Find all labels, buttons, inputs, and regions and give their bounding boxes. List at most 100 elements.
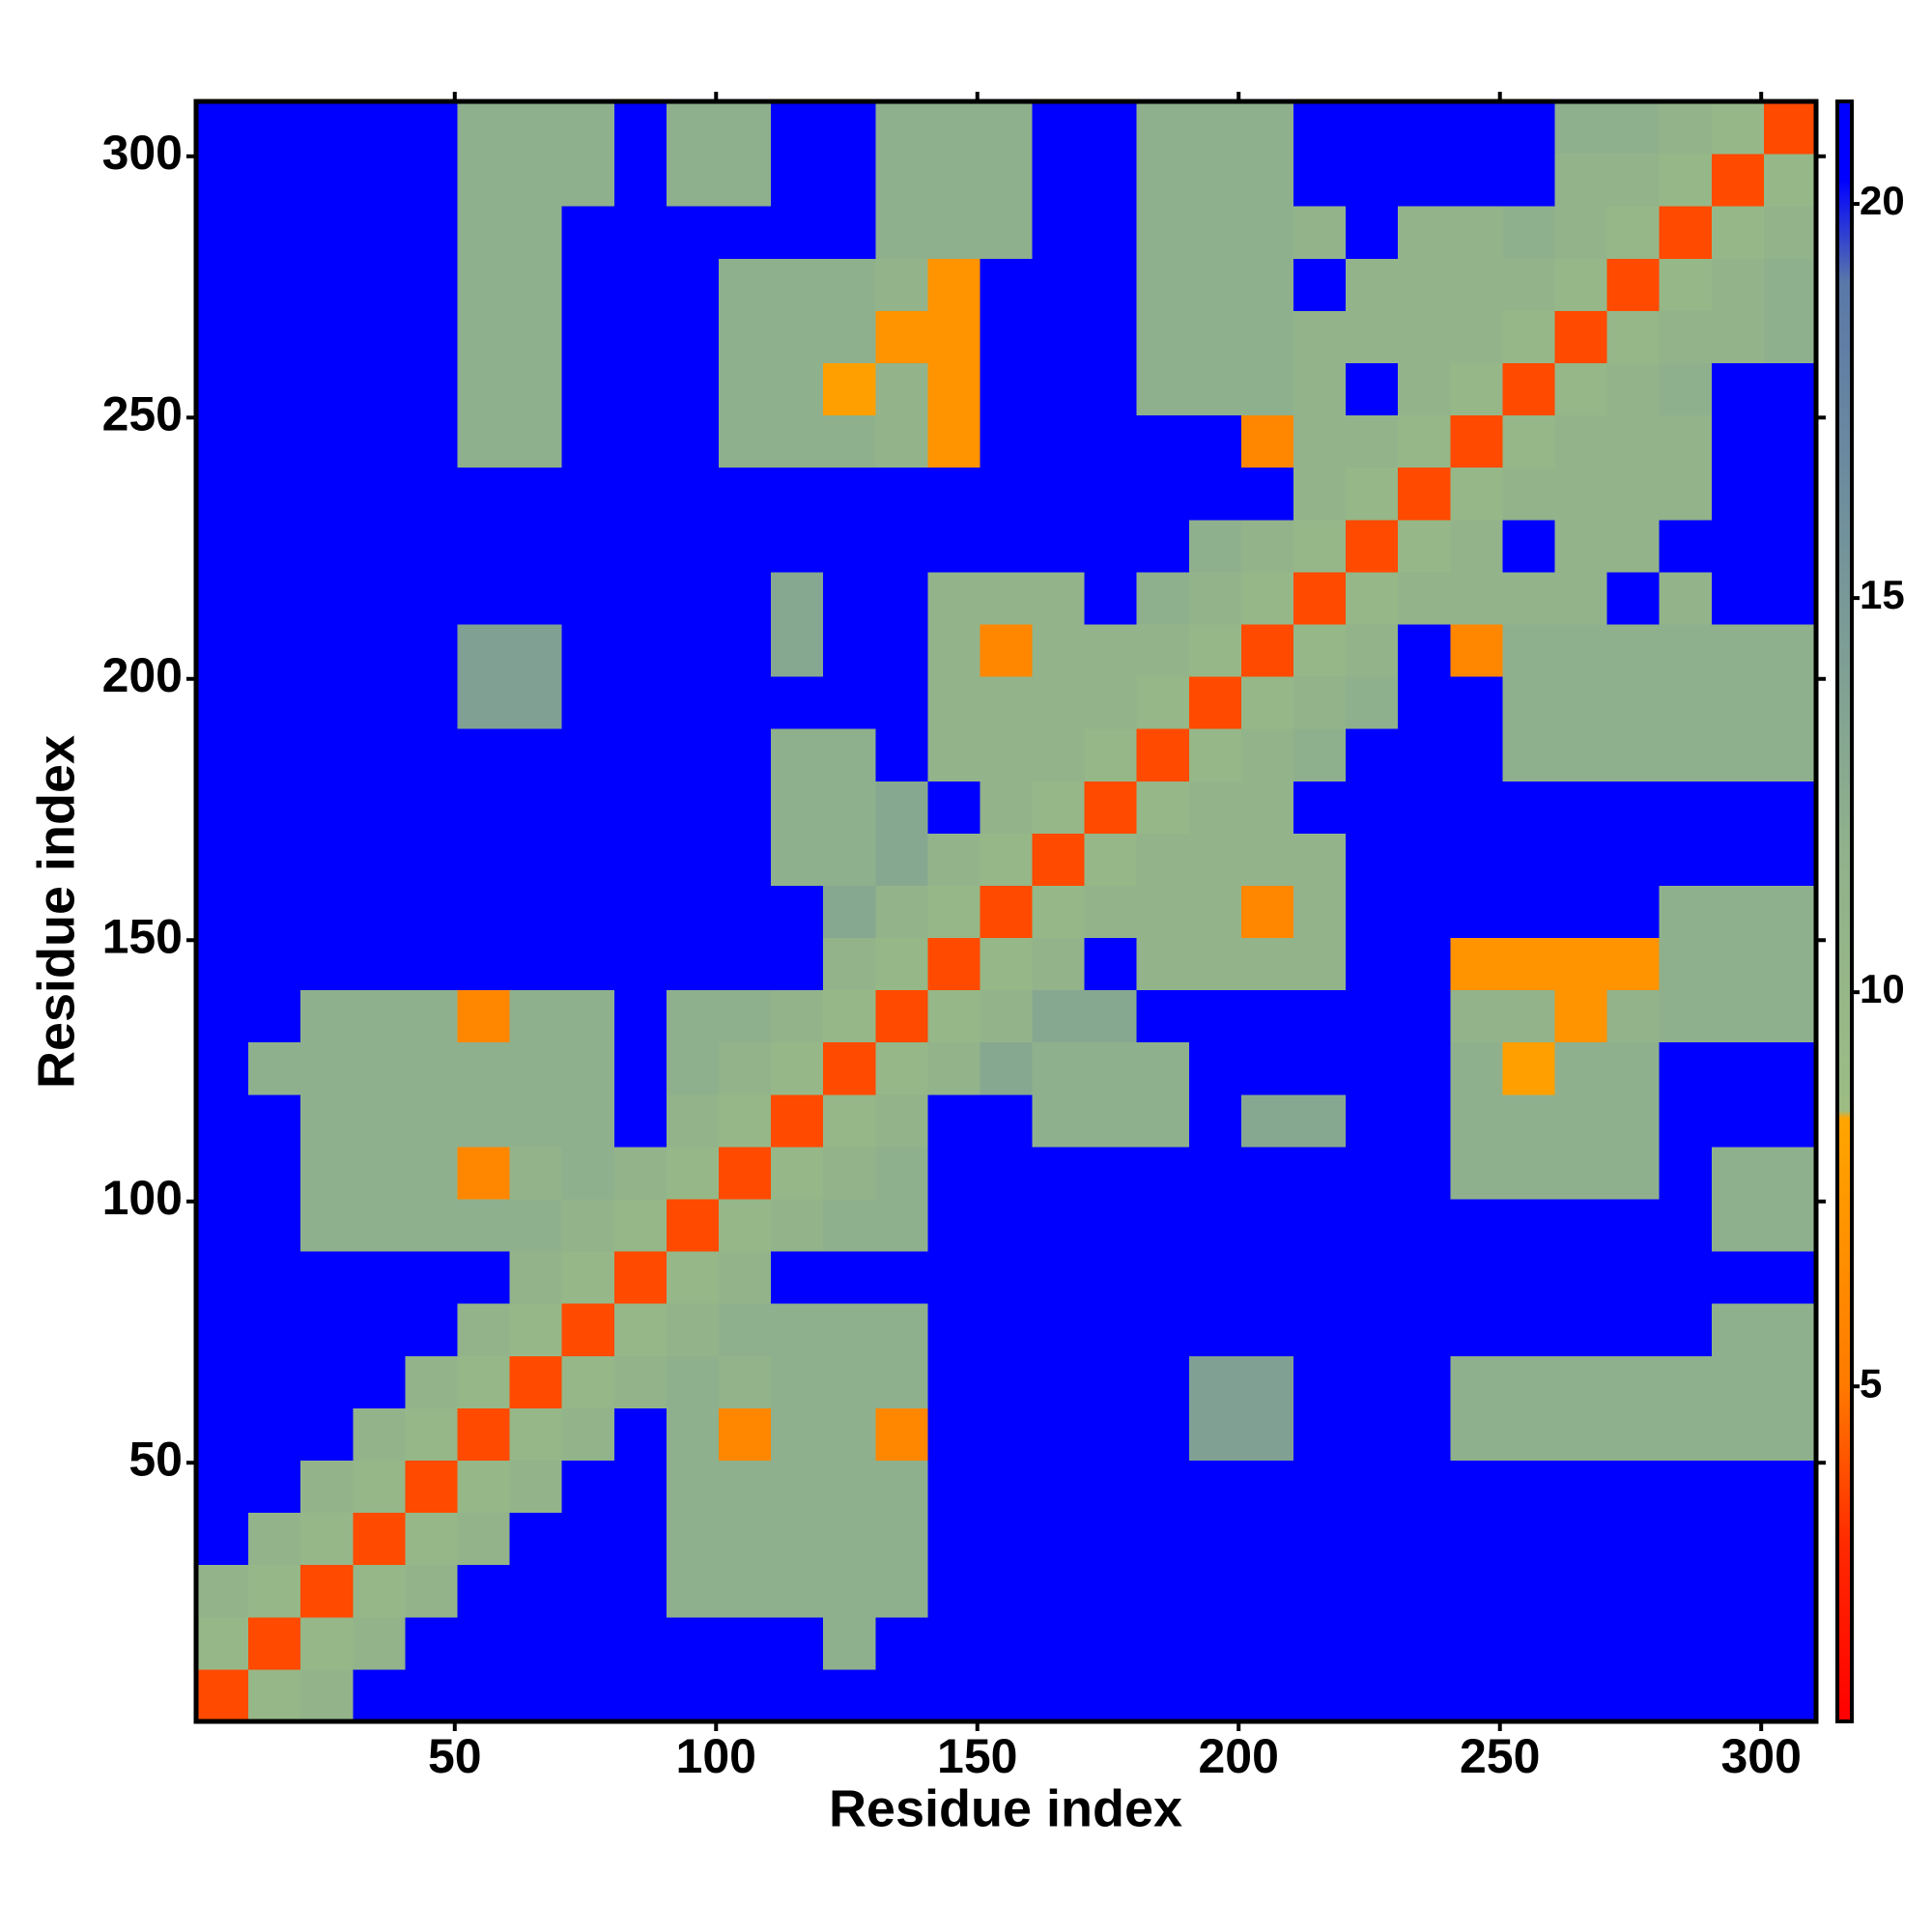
cell (927, 362, 980, 416)
cell (980, 1460, 1034, 1514)
cell (666, 937, 720, 991)
cell (1450, 728, 1503, 781)
cell (457, 1460, 511, 1514)
cell (196, 1251, 249, 1304)
cell (666, 1407, 720, 1462)
cell (509, 781, 563, 834)
cell (561, 1460, 615, 1514)
cell (561, 1199, 615, 1252)
cell (1554, 1094, 1608, 1148)
cell (1136, 676, 1190, 729)
cell (1240, 676, 1294, 729)
cell (1502, 1564, 1556, 1618)
cell (1606, 258, 1661, 311)
cell (509, 989, 563, 1043)
cell (1136, 362, 1190, 416)
cell (1136, 1355, 1190, 1408)
cell (1188, 1041, 1242, 1095)
cell (1084, 1199, 1138, 1252)
cell (300, 362, 354, 416)
cell (457, 623, 511, 677)
cell (1606, 1616, 1661, 1670)
cell (1032, 989, 1086, 1043)
cell (353, 1041, 406, 1095)
cell (927, 1564, 980, 1618)
cell (248, 885, 301, 939)
cell (1659, 154, 1713, 207)
cell (248, 1041, 301, 1095)
cell (457, 937, 511, 991)
cell (771, 519, 824, 573)
cell (457, 1251, 511, 1304)
cell (1659, 206, 1713, 259)
cell (666, 833, 720, 886)
cell (1659, 101, 1713, 155)
cell (718, 414, 772, 469)
cell (1240, 206, 1294, 259)
cell (1398, 206, 1451, 259)
cell (1032, 154, 1086, 207)
cell (927, 101, 980, 155)
cell (1293, 1041, 1347, 1095)
cell (1763, 623, 1817, 677)
cell (718, 206, 772, 259)
cell (457, 833, 511, 886)
cell (1293, 1616, 1347, 1670)
cell (300, 676, 354, 729)
cell (771, 258, 824, 311)
cell (248, 1564, 301, 1618)
cell (1502, 258, 1556, 311)
cell (1659, 1355, 1713, 1408)
cell (1084, 206, 1138, 259)
cell (1659, 258, 1713, 311)
cell (561, 1407, 615, 1462)
cell (980, 519, 1034, 573)
cell (1084, 1094, 1138, 1148)
cell (509, 1460, 563, 1514)
cell (1188, 728, 1242, 781)
cell (1188, 1460, 1242, 1514)
cell (1032, 1668, 1086, 1722)
cell (1606, 1303, 1661, 1356)
cell (875, 571, 928, 625)
cell (1084, 519, 1138, 573)
cell (1293, 1407, 1347, 1462)
cell (1554, 1616, 1608, 1670)
cell (509, 467, 563, 521)
cell (1606, 676, 1661, 729)
cell (666, 1355, 720, 1408)
cell (353, 467, 406, 521)
cell (509, 1199, 563, 1252)
cell (927, 1251, 980, 1304)
cell (300, 258, 354, 311)
cell (300, 206, 354, 259)
cell (613, 1251, 668, 1304)
cell (927, 1407, 980, 1462)
cell (613, 623, 668, 677)
cell (1398, 728, 1451, 781)
cell (196, 362, 249, 416)
cell (1084, 676, 1138, 729)
cell (1450, 1251, 1503, 1304)
cell (823, 885, 876, 939)
cell (666, 1460, 720, 1514)
cell (1711, 154, 1765, 207)
cell (1711, 1616, 1765, 1670)
cell (1346, 467, 1399, 521)
cell (1763, 519, 1817, 573)
cell (1293, 1199, 1347, 1252)
cell (875, 1251, 928, 1304)
cell (1763, 414, 1817, 469)
cell (1084, 1616, 1138, 1670)
cell (1188, 1564, 1242, 1618)
cell (1293, 623, 1347, 677)
cell (457, 1199, 511, 1252)
cell (1398, 1460, 1451, 1514)
cell (1032, 623, 1086, 677)
cell (300, 833, 354, 886)
cell (196, 1564, 249, 1618)
cell (718, 258, 772, 311)
cell (980, 1199, 1034, 1252)
cell (509, 519, 563, 573)
cell (1554, 1460, 1608, 1514)
